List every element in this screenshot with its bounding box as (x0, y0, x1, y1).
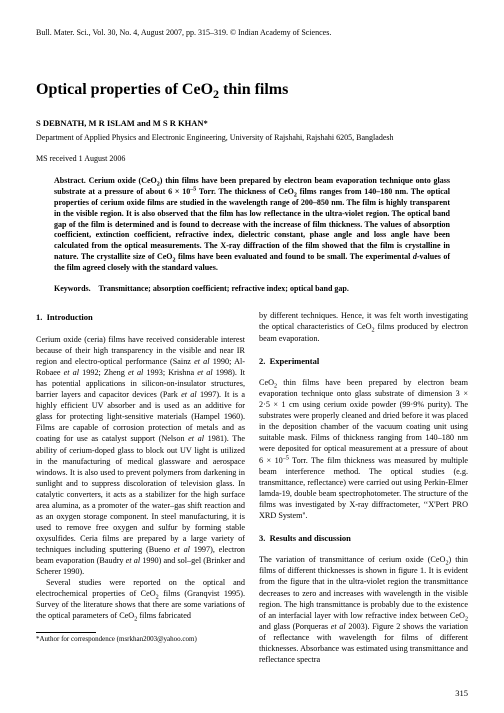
abstract-body: Cerium oxide (CeO2) thin films have been… (54, 176, 450, 271)
footnote-rule (36, 632, 96, 633)
ms-received: MS received 1 August 2006 (36, 154, 468, 165)
keywords-body: Transmittance; absorption coefficient; r… (99, 284, 349, 293)
section-1-heading: 1. Introduction (36, 312, 245, 323)
two-column-body: 1. Introduction Cerium oxide (ceria) fil… (36, 310, 468, 665)
journal-header: Bull. Mater. Sci., Vol. 30, No. 4, Augus… (36, 28, 468, 39)
section-2-heading: 2. Experimental (259, 356, 468, 367)
section-3-heading: 3. Results and discussion (259, 533, 468, 544)
experimental-para: CeO2 thin films have been prepared by el… (259, 377, 468, 521)
abstract-label: Abstract. (54, 176, 86, 185)
keywords-label: Keywords. (54, 284, 91, 293)
right-column: by different techniques. Hence, it was f… (259, 310, 468, 665)
paper-title: Optical properties of CeO2 thin films (36, 79, 468, 101)
authors: S DEBNATH, M R ISLAM and M S R KHAN* (36, 118, 468, 129)
intro-para-1: Cerium oxide (ceria) films have received… (36, 334, 245, 577)
affiliation: Department of Applied Physics and Electr… (36, 133, 468, 144)
abstract: Abstract. Cerium oxide (CeO2) thin films… (36, 176, 468, 273)
results-para: The variation of transmittance of cerium… (259, 554, 468, 665)
intro-cont: by different techniques. Hence, it was f… (259, 310, 468, 343)
corresponding-author-footnote: *Author for correspondence (msrkhan2003@… (36, 635, 245, 644)
intro-para-2: Several studies were reported on the opt… (36, 577, 245, 621)
keywords: Keywords. Transmittance; absorption coef… (36, 284, 468, 295)
page-number: 315 (455, 688, 468, 699)
left-column: 1. Introduction Cerium oxide (ceria) fil… (36, 310, 245, 665)
